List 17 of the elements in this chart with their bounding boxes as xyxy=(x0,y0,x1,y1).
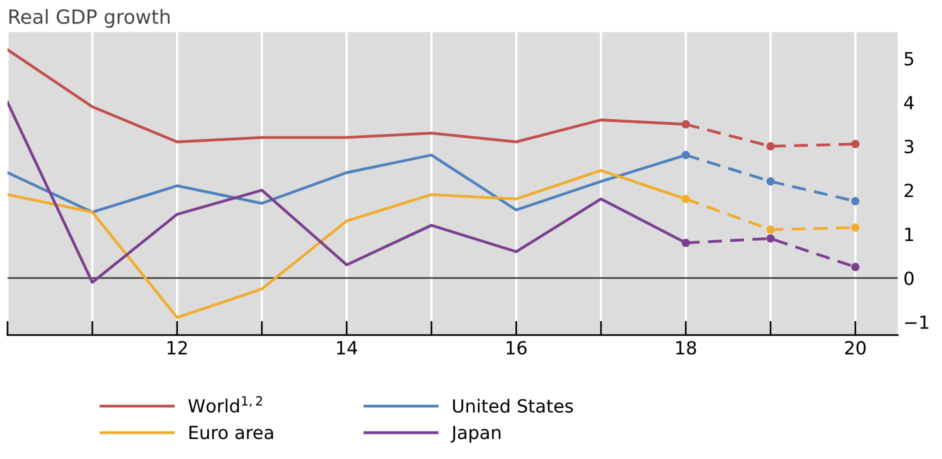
legend-label: Japan xyxy=(450,426,500,443)
x-tick-label: 16 xyxy=(506,340,527,355)
y-tick-label: 1 xyxy=(905,228,914,241)
chart-title: Real GDP growth xyxy=(9,8,170,28)
legend-label: Euro area xyxy=(189,426,273,440)
y-tick-label: 0 xyxy=(904,271,914,286)
legend-label: United States xyxy=(453,398,573,413)
x-tick-label: 12 xyxy=(168,340,187,354)
y-tick-label: 3 xyxy=(904,140,914,154)
y-tick-label: −1 xyxy=(905,316,928,329)
x-tick-label: 20 xyxy=(845,340,866,355)
y-tick-label: 4 xyxy=(904,96,914,110)
x-tick-label: 14 xyxy=(337,341,358,354)
legend-label: World$^{1,2}$ xyxy=(188,396,262,413)
y-tick-label: 2 xyxy=(904,184,913,198)
y-tick-label: 5 xyxy=(904,52,914,66)
x-tick-label: 18 xyxy=(676,340,696,355)
